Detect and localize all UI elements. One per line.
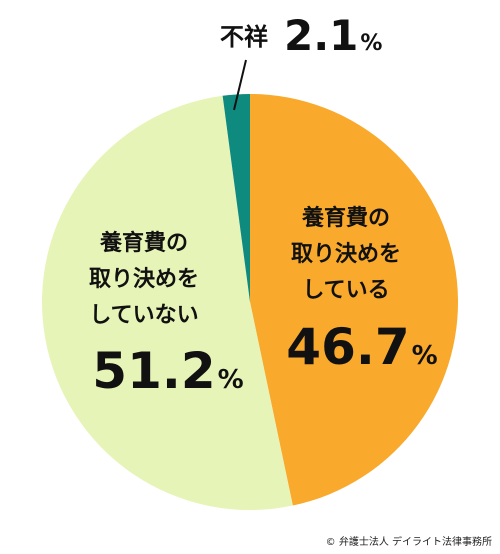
- slice-value-not-arranged-unit: %: [218, 365, 244, 395]
- slice-label-arranged-line-1: 養育費の: [302, 205, 390, 231]
- slice-label-not-arranged-line-1: 養育費の: [100, 230, 188, 256]
- slice-value-not-arranged-number: 51.2: [92, 342, 215, 400]
- slice-value-arranged-number: 46.7: [286, 318, 409, 376]
- leader-line-unknown: [233, 59, 247, 111]
- slice-label-not-arranged-line-2: 取り決めを: [89, 267, 199, 292]
- slice-value-unknown: 2.1%: [284, 11, 382, 60]
- pie-labels: 養育費の 取り決めを している 46.7% 養育費の 取り決めを していない 5…: [89, 11, 438, 400]
- pie-slice-arranged: [250, 94, 458, 506]
- slice-label-not-arranged-line-3: していない: [89, 303, 198, 328]
- slice-label-unknown: 不祥: [220, 23, 268, 51]
- slice-label-arranged-line-3: している: [302, 278, 389, 303]
- slice-label-arranged-line-2: 取り決めを: [291, 242, 401, 267]
- pie-slices: [42, 94, 458, 510]
- pie-slice-not-arranged: [42, 95, 293, 510]
- slice-value-arranged-unit: %: [412, 341, 438, 371]
- slice-value-arranged: 46.7%: [286, 318, 437, 376]
- pie-slice-unknown: [222, 94, 250, 302]
- slice-value-not-arranged: 51.2%: [92, 342, 243, 400]
- slice-value-unknown-unit: %: [360, 31, 382, 56]
- slice-value-unknown-number: 2.1: [284, 11, 358, 60]
- copyright-credit: © 弁護士法人 デイライト法律事務所: [325, 537, 492, 548]
